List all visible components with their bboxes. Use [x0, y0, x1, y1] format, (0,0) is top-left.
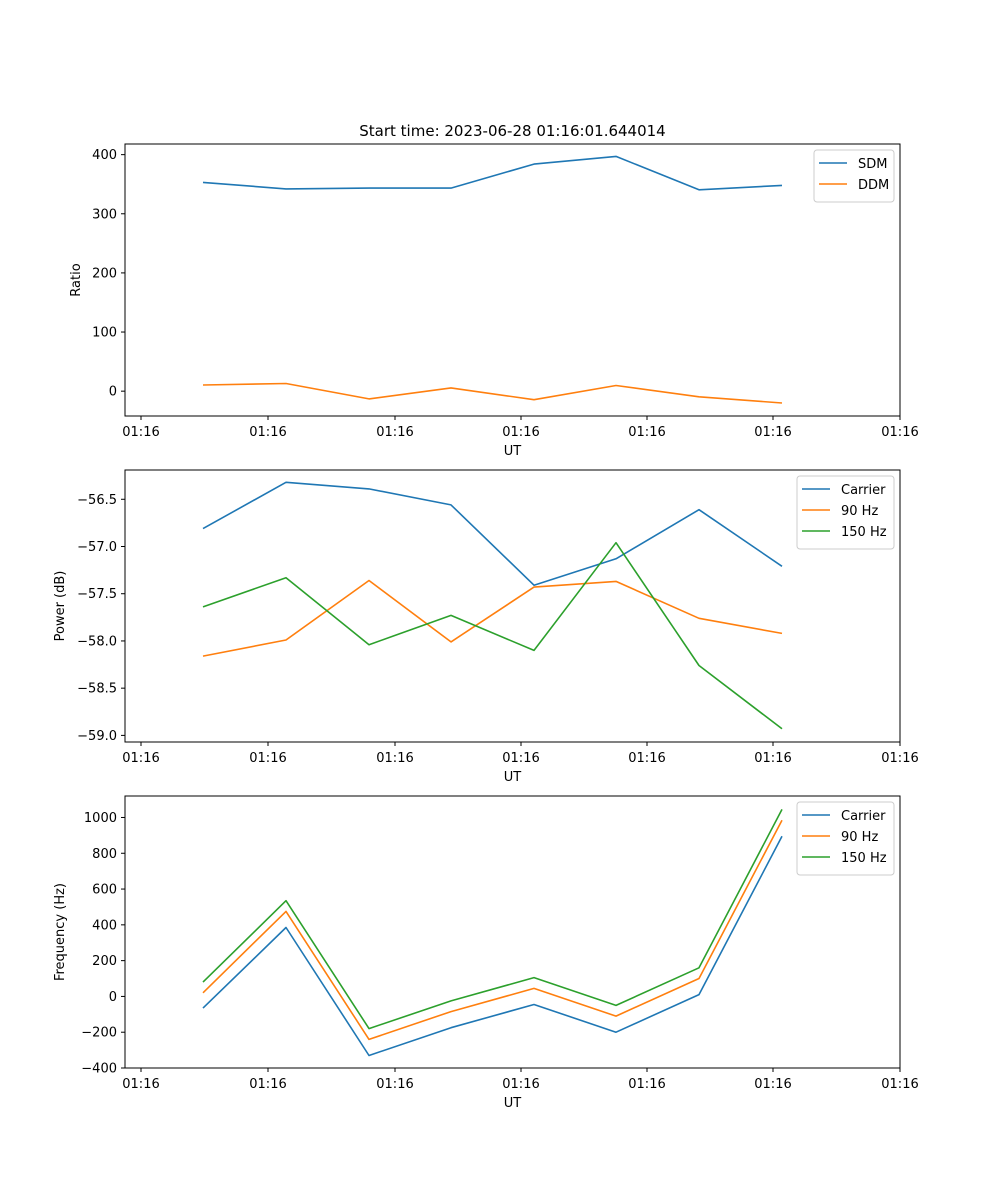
y-tick-label: −400 — [81, 1062, 117, 1077]
chart-panel-2: 01:16 01:16 01:16 01:16 01:16 01:16 01:16 −56.5… — [53, 469, 919, 785]
x-tick-label: 01:16 — [502, 1077, 539, 1092]
y-tick-label: 300 — [92, 207, 117, 222]
y-axis-label: Frequency (Hz) — [53, 883, 68, 981]
chart-title: Start time: 2023-06-28 01:16:01.644014 — [359, 122, 665, 140]
y-tick-label: −58.5 — [77, 682, 117, 697]
y-tick-label: 100 — [92, 326, 117, 341]
y-tick-label: 0 — [109, 990, 117, 1005]
x-axis-label: UT — [504, 1096, 522, 1111]
y-tick-label: 200 — [92, 954, 117, 969]
legend-label: 90 Hz — [841, 830, 878, 845]
x-tick-label: 01:16 — [249, 1077, 286, 1092]
x-tick-label: 01:16 — [376, 425, 413, 440]
series-line-90-hz — [202, 819, 783, 1041]
series-line-carrier — [202, 835, 783, 1057]
x-tick-label: 01:16 — [628, 751, 665, 766]
y-tick-label: 400 — [92, 148, 117, 163]
x-tick-label: 01:16 — [502, 751, 539, 766]
x-tick-label: 01:16 — [502, 425, 539, 440]
series-line-90-hz — [202, 579, 783, 657]
legend-label: SDM — [858, 157, 887, 172]
legend-label: Carrier — [841, 483, 886, 498]
y-axis-label: Ratio — [69, 263, 84, 296]
legend-label: Carrier — [841, 809, 886, 824]
legend: SDM DDM — [813, 149, 895, 203]
x-tick-label: 01:16 — [376, 751, 413, 766]
y-tick-label: −59.0 — [77, 729, 117, 744]
x-tick-label: 01:16 — [628, 425, 665, 440]
x-axis-label: UT — [504, 444, 522, 459]
series-line-sdm — [202, 155, 783, 191]
y-tick-label: −58.0 — [77, 634, 117, 649]
x-tick-label: 01:16 — [754, 1077, 791, 1092]
series-line-150-hz — [202, 541, 783, 730]
x-tick-label: 01:16 — [754, 425, 791, 440]
axes-frame — [124, 143, 901, 417]
y-tick-label: 1000 — [84, 811, 117, 826]
series-line-ddm — [202, 382, 783, 404]
y-tick-label: −57.0 — [77, 540, 117, 555]
legend: Carrier 90 Hz 150 Hz — [796, 475, 895, 550]
legend-label: 150 Hz — [841, 851, 887, 866]
x-tick-label: 01:16 — [628, 1077, 665, 1092]
y-tick-label: 200 — [92, 266, 117, 281]
y-tick-label: 600 — [92, 883, 117, 898]
x-axis-label: UT — [504, 770, 522, 785]
legend-label: 90 Hz — [841, 504, 878, 519]
chart-panel-1: Start time: 2023-06-28 01:16:01.64401401… — [69, 122, 919, 459]
legend-label: DDM — [858, 178, 889, 193]
x-tick-label: 01:16 — [249, 425, 286, 440]
x-tick-label: 01:16 — [881, 751, 918, 766]
y-tick-label: 800 — [92, 847, 117, 862]
y-axis-label: Power (dB) — [53, 571, 68, 642]
y-tick-label: 400 — [92, 918, 117, 933]
x-tick-label: 01:16 — [122, 1077, 159, 1092]
y-tick-label: −200 — [81, 1026, 117, 1041]
y-tick-label: −57.5 — [77, 587, 117, 602]
legend: Carrier 90 Hz 150 Hz — [796, 801, 895, 876]
y-tick-label: 0 — [109, 385, 117, 400]
x-tick-label: 01:16 — [249, 751, 286, 766]
series-line-150-hz — [202, 809, 783, 1030]
x-tick-label: 01:16 — [881, 1077, 918, 1092]
x-tick-label: 01:16 — [122, 751, 159, 766]
y-tick-label: −56.5 — [77, 493, 117, 508]
x-tick-label: 01:16 — [122, 425, 159, 440]
axes-frame — [124, 795, 901, 1069]
chart-panel-3: 01:16 01:16 01:16 01:16 01:16 01:16 01:16 1000 8… — [53, 795, 919, 1111]
x-tick-label: 01:16 — [754, 751, 791, 766]
x-tick-label: 01:16 — [376, 1077, 413, 1092]
legend-label: 150 Hz — [841, 525, 887, 540]
x-tick-label: 01:16 — [881, 425, 918, 440]
axes-frame — [124, 469, 901, 743]
series-line-carrier — [202, 481, 783, 587]
